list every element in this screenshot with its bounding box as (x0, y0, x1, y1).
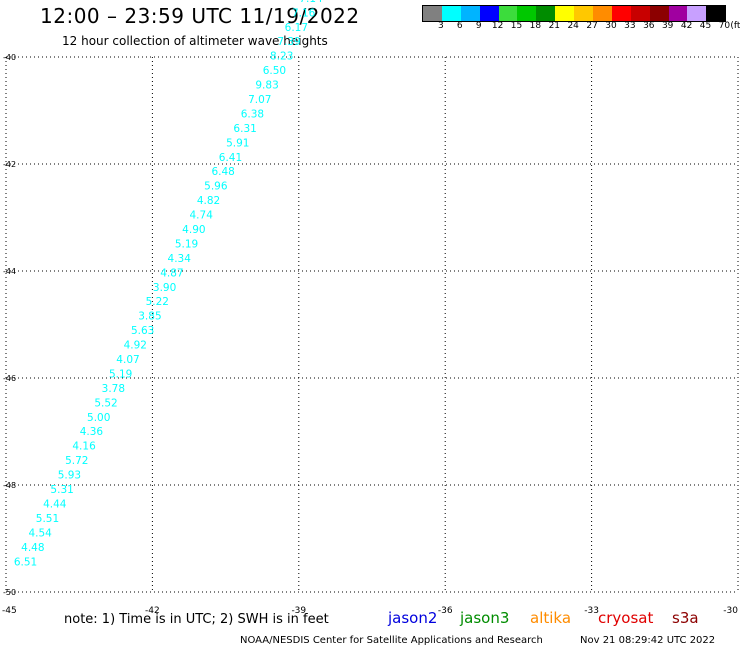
wave-height-value: 6.48 (211, 166, 234, 178)
wave-height-value: 5.96 (204, 181, 228, 193)
wave-height-value: 6.38 (241, 108, 264, 120)
y-tick-label: -50 (3, 588, 16, 597)
wave-height-value: 4.54 (28, 527, 52, 539)
color-scale-label: 39 (661, 21, 674, 31)
color-scale-label: 70 (718, 21, 731, 31)
wave-height-value: 5.22 (146, 296, 169, 308)
x-tick-label: -39 (291, 606, 306, 616)
satellite-legend-altika: altika (530, 609, 572, 627)
color-swatch (630, 6, 650, 21)
x-tick-label: -33 (584, 606, 599, 616)
color-swatch (649, 6, 669, 21)
color-scale-label: 42 (680, 21, 693, 31)
wave-height-value: 7.39 (277, 36, 300, 48)
color-swatch (611, 6, 631, 21)
wave-height-value: 4.92 (124, 340, 147, 352)
wave-height-value: 8.23 (270, 51, 293, 63)
wave-height-value: 6.50 (263, 65, 286, 77)
wave-height-value: 5.31 (50, 484, 73, 496)
wave-height-value: 4.90 (182, 224, 205, 236)
x-tick-label: -36 (438, 606, 453, 616)
wave-height-value: 4.82 (197, 195, 220, 207)
color-scale-label: 24 (567, 21, 579, 31)
wave-height-value: 4.36 (80, 426, 104, 438)
color-swatch (593, 6, 612, 21)
color-scale-label: 45 (699, 21, 712, 31)
satellite-legend-jason3: jason3 (460, 609, 510, 627)
color-swatch (668, 6, 688, 21)
wave-height-value: 7.14 (299, 0, 323, 5)
satellite-legend-jason2: jason2 (388, 609, 438, 627)
wave-height-value: 4.87 (160, 267, 183, 279)
wave-height-value: 6.31 (233, 123, 256, 135)
wave-height-value: 5.91 (226, 137, 249, 149)
color-scale-label: 21 (548, 21, 561, 31)
credit-text: NOAA/NESDIS Center for Satellite Applica… (240, 635, 543, 646)
color-scale-unit: (ft) (730, 21, 740, 31)
color-swatch (536, 6, 556, 21)
wave-height-value: 5.93 (58, 470, 81, 482)
wave-height-value: 5.00 (87, 412, 110, 424)
color-swatch (517, 6, 537, 21)
y-tick-label: -40 (3, 53, 16, 62)
wave-height-value: 3.85 (138, 311, 161, 323)
color-swatch (441, 6, 461, 21)
wave-height-value: 4.16 (72, 441, 96, 453)
wave-height-value: 5.72 (65, 455, 88, 467)
chart-subtitle: 12 hour collection of altimeter wave hei… (62, 34, 328, 48)
footer-note: note: 1) Time is in UTC; 2) SWH is in fe… (64, 612, 329, 627)
wave-height-value: 5.51 (36, 513, 59, 525)
wave-height-value: 3.78 (102, 383, 125, 395)
color-scale-label: 27 (586, 21, 598, 31)
color-scale-bar (422, 5, 727, 22)
color-swatch (498, 6, 518, 21)
color-scale-label: 36 (643, 21, 655, 31)
color-swatch (687, 6, 707, 21)
color-swatch (574, 6, 594, 21)
wave-height-value: 5.52 (94, 397, 117, 409)
wave-height-value: 7.07 (248, 94, 271, 106)
wave-height-value: 6.17 (285, 22, 308, 34)
wave-height-value: 5.19 (175, 238, 198, 250)
color-swatch (460, 6, 480, 21)
color-scale-label: 6 (456, 21, 463, 31)
color-scale-label: 18 (529, 21, 542, 31)
color-scale-label: 12 (491, 21, 504, 31)
y-tick-label: -48 (3, 481, 16, 490)
satellite-legend-s3a: s3a (672, 609, 699, 627)
color-scale-label: 15 (510, 21, 523, 31)
color-scale-label: 30 (605, 21, 617, 31)
wave-height-value: 5.19 (109, 368, 132, 380)
color-scale-label: 3 (438, 21, 444, 31)
x-tick-label: -42 (145, 606, 160, 616)
chart-title: 12:00 – 23:59 UTC 11/19/2022 (40, 4, 360, 28)
wave-height-value: 4.48 (21, 542, 44, 554)
wave-height-value: 4.34 (168, 253, 192, 265)
y-tick-label: -42 (3, 160, 16, 169)
generated-timestamp: Nov 21 08:29:42 UTC 2022 (580, 635, 716, 646)
wave-height-value: 6.41 (219, 152, 242, 164)
wave-height-value: 4.07 (116, 354, 139, 366)
y-tick-label: -46 (3, 374, 16, 383)
color-swatch (479, 6, 499, 21)
color-swatch (423, 6, 442, 21)
y-tick-label: -44 (3, 267, 16, 276)
x-tick-label: -45 (2, 606, 17, 616)
color-scale-label: 9 (475, 21, 482, 31)
wave-height-value: 5.63 (131, 325, 154, 337)
x-tick-label: -30 (723, 606, 738, 616)
color-swatch (706, 6, 726, 21)
wave-height-value: 3.90 (153, 282, 176, 294)
wave-height-value: 6.51 (14, 556, 37, 568)
wave-height-value: 4.44 (43, 498, 67, 510)
satellite-legend-cryosat: cryosat (598, 609, 654, 627)
color-swatch (555, 6, 575, 21)
wave-height-value: 9.83 (255, 80, 278, 92)
wave-height-value: 7.16 (292, 7, 316, 19)
color-scale-label: 33 (624, 21, 636, 31)
wave-height-value: 4.74 (190, 210, 214, 222)
